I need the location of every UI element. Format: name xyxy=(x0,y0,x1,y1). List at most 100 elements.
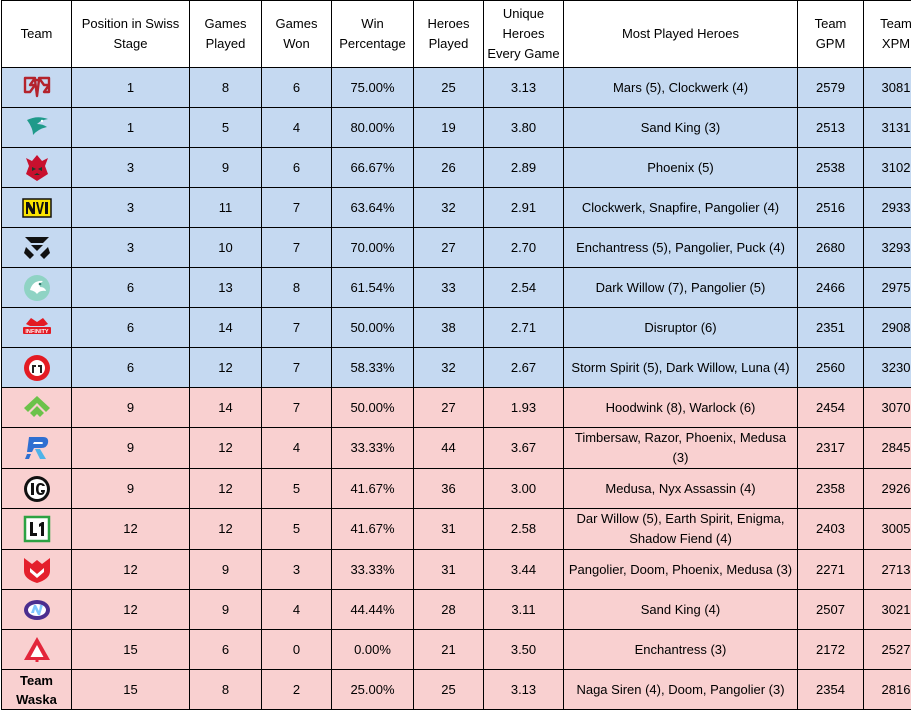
win-percentage-cell: 80.00% xyxy=(331,107,414,148)
team-gpm-cell: 2403 xyxy=(797,508,864,550)
team-xpm-cell: 3070 xyxy=(863,387,911,428)
games-won-cell: 8 xyxy=(261,267,332,308)
games-played-cell: 12 xyxy=(189,508,262,550)
unique-heroes-cell: 3.50 xyxy=(483,629,564,670)
header-win-percentage: Win Percentage xyxy=(331,0,414,68)
team-gpm-cell: 2538 xyxy=(797,147,864,188)
team-cell xyxy=(1,187,72,228)
team-cell xyxy=(1,267,72,308)
team-xpm-cell: 2527 xyxy=(863,629,911,670)
team-xpm-cell: 2908 xyxy=(863,307,911,348)
position-cell: 15 xyxy=(71,669,190,710)
most-played-heroes-cell: Sand King (4) xyxy=(563,589,798,630)
games-played-cell: 14 xyxy=(189,387,262,428)
unique-heroes-cell: 1.93 xyxy=(483,387,564,428)
header-position: Position in Swiss Stage xyxy=(71,0,190,68)
team-liquid-logo-icon xyxy=(3,112,71,144)
most-played-heroes-cell: Pangolier, Doom, Phoenix, Medusa (3) xyxy=(563,549,798,590)
unique-heroes-cell: 2.67 xyxy=(483,347,564,388)
unique-heroes-cell: 2.58 xyxy=(483,508,564,550)
unique-heroes-cell: 3.00 xyxy=(483,468,564,509)
team-xpm-cell: 3102 xyxy=(863,147,911,188)
games-played-cell: 9 xyxy=(189,549,262,590)
team-cell xyxy=(1,347,72,388)
games-played-cell: 12 xyxy=(189,468,262,509)
team-xpm-cell: 2933 xyxy=(863,187,911,228)
position-cell: 1 xyxy=(71,107,190,148)
heroes-played-cell: 31 xyxy=(413,508,484,550)
table-row: 3 9 6 66.67% 26 2.89 Phoenix (5) 2538 31… xyxy=(1,147,911,188)
navi-logo-icon xyxy=(3,192,71,224)
blue-r-logo-icon xyxy=(3,432,71,464)
most-played-heroes-cell: Naga Siren (4), Doom, Pangolier (3) xyxy=(563,669,798,710)
table-row: 15 6 0 0.00% 21 3.50 Enchantress (3) 217… xyxy=(1,629,911,670)
games-won-cell: 6 xyxy=(261,67,332,108)
position-cell: 12 xyxy=(71,589,190,630)
table-row: 12 9 3 33.33% 31 3.44 Pangolier, Doom, P… xyxy=(1,549,911,590)
unique-heroes-cell: 2.71 xyxy=(483,307,564,348)
games-played-cell: 14 xyxy=(189,307,262,348)
position-cell: 6 xyxy=(71,307,190,348)
tundra-logo-icon xyxy=(3,232,71,264)
heroes-played-cell: 27 xyxy=(413,227,484,268)
table-row: INFINITY 6 14 7 50.00% 38 2.71 Disruptor… xyxy=(1,307,911,348)
win-percentage-cell: 41.67% xyxy=(331,468,414,509)
heroes-played-cell: 25 xyxy=(413,67,484,108)
most-played-heroes-cell: Enchantress (3) xyxy=(563,629,798,670)
header-heroes-played: Heroes Played xyxy=(413,0,484,68)
unique-heroes-cell: 3.13 xyxy=(483,67,564,108)
red-triangle-logo-icon xyxy=(3,634,71,666)
table-row: 3 11 7 63.64% 32 2.91 Clockwerk, Snapfir… xyxy=(1,187,911,228)
team-xpm-cell: 3230 xyxy=(863,347,911,388)
most-played-heroes-cell: Mars (5), Clockwerk (4) xyxy=(563,67,798,108)
most-played-heroes-cell: Hoodwink (8), Warlock (6) xyxy=(563,387,798,428)
win-percentage-cell: 66.67% xyxy=(331,147,414,188)
team-xpm-cell: 3021 xyxy=(863,589,911,630)
infinity-logo-icon: INFINITY xyxy=(3,312,71,344)
team-gpm-cell: 2680 xyxy=(797,227,864,268)
team-xpm-cell: 2926 xyxy=(863,468,911,509)
games-played-cell: 9 xyxy=(189,589,262,630)
heroes-played-cell: 21 xyxy=(413,629,484,670)
unique-heroes-cell: 2.54 xyxy=(483,267,564,308)
win-percentage-cell: 63.64% xyxy=(331,187,414,228)
win-percentage-cell: 58.33% xyxy=(331,347,414,388)
heroes-played-cell: 28 xyxy=(413,589,484,630)
table-row: 6 13 8 61.54% 33 2.54 Dark Willow (7), P… xyxy=(1,267,911,308)
heroes-played-cell: 36 xyxy=(413,468,484,509)
team-cell xyxy=(1,67,72,108)
win-percentage-cell: 61.54% xyxy=(331,267,414,308)
mouz-logo-icon xyxy=(3,554,71,586)
games-played-cell: 11 xyxy=(189,187,262,228)
team-cell xyxy=(1,468,72,509)
team-gpm-cell: 2560 xyxy=(797,347,864,388)
team-cell xyxy=(1,629,72,670)
dragon-logo-icon xyxy=(3,272,71,304)
position-cell: 12 xyxy=(71,508,190,550)
most-played-heroes-cell: Phoenix (5) xyxy=(563,147,798,188)
heroes-played-cell: 27 xyxy=(413,387,484,428)
games-won-cell: 7 xyxy=(261,307,332,348)
heroes-played-cell: 44 xyxy=(413,427,484,469)
team-cell xyxy=(1,387,72,428)
team-name-text: Team Waska xyxy=(16,672,57,707)
unique-heroes-cell: 2.91 xyxy=(483,187,564,228)
games-won-cell: 2 xyxy=(261,669,332,710)
position-cell: 3 xyxy=(71,187,190,228)
heroes-played-cell: 33 xyxy=(413,267,484,308)
header-team-xpm: Team XPM xyxy=(863,0,911,68)
games-played-cell: 8 xyxy=(189,669,262,710)
games-won-cell: 7 xyxy=(261,387,332,428)
position-cell: 9 xyxy=(71,387,190,428)
header-team-gpm: Team GPM xyxy=(797,0,864,68)
table-body: 1 8 6 75.00% 25 3.13 Mars (5), Clockwerk… xyxy=(1,67,911,710)
most-played-heroes-cell: Dar Willow (5), Earth Spirit, Enigma, Sh… xyxy=(563,508,798,550)
team-xpm-cell: 2816 xyxy=(863,669,911,710)
heroes-played-cell: 25 xyxy=(413,669,484,710)
win-percentage-cell: 44.44% xyxy=(331,589,414,630)
games-won-cell: 0 xyxy=(261,629,332,670)
most-played-heroes-cell: Disruptor (6) xyxy=(563,307,798,348)
most-played-heroes-cell: Storm Spirit (5), Dark Willow, Luna (4) xyxy=(563,347,798,388)
unique-heroes-cell: 3.80 xyxy=(483,107,564,148)
games-played-cell: 5 xyxy=(189,107,262,148)
